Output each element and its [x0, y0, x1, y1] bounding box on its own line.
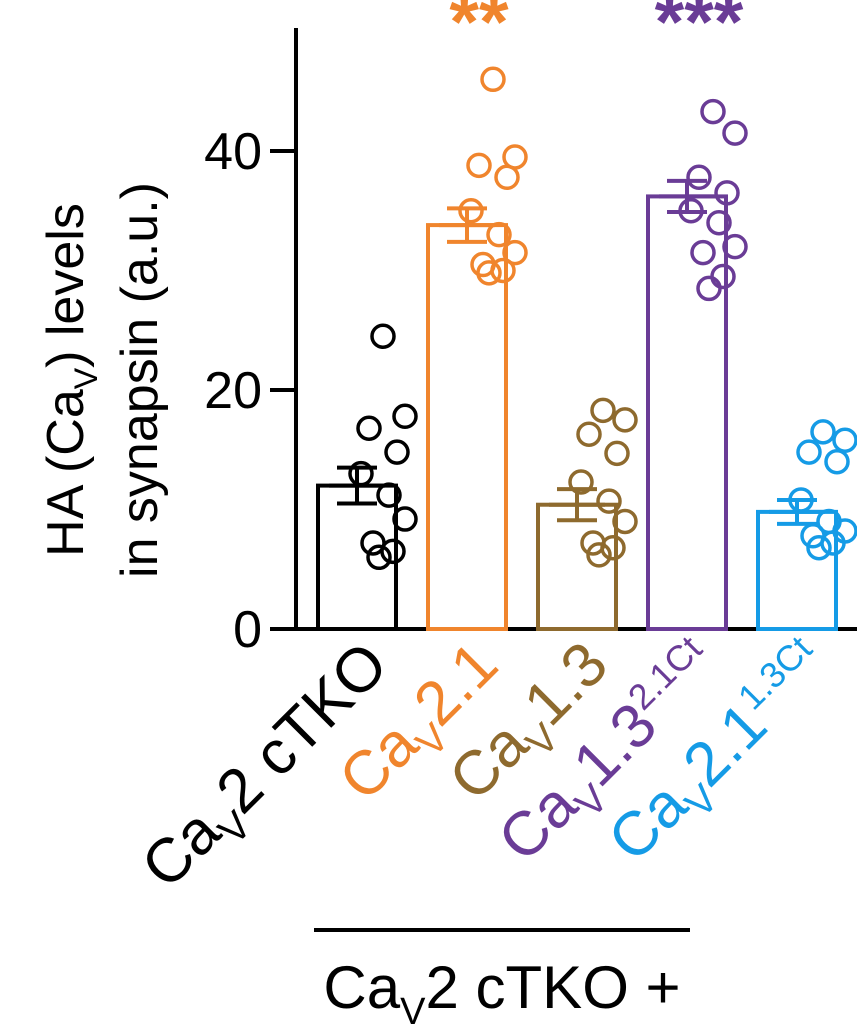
data-point-Cav2.1-1.3Ct [832, 427, 857, 453]
data-point-Cav1.3-2.1Ct [678, 198, 704, 224]
data-point-Cav2.1 [458, 198, 484, 224]
data-point-Cav1.3-2.1Ct [722, 120, 748, 146]
data-point-Cav1.3 [568, 469, 594, 495]
data-point-Cav1.3 [604, 440, 630, 467]
data-point-Cav1.3 [596, 488, 622, 514]
data-point-Cav2.1-1.3Ct [806, 534, 832, 561]
data-point-cTKO [348, 460, 374, 487]
data-point-Cav2.1-1.3Ct [824, 448, 850, 475]
data-point-Cav2.1-1.3Ct [788, 487, 814, 513]
y-axis-label-line1: HA (CaV) levels [37, 203, 104, 557]
data-point-Cav1.3-2.1Ct [696, 275, 722, 302]
y-axis-ticks: 0 20 40 [204, 123, 296, 659]
data-point-Cav1.3-2.1Ct [700, 98, 726, 125]
y-axis-label-line2: in synapsin (a.u.) [111, 182, 169, 578]
bar-Cav1.3-2.1Ct [646, 194, 728, 631]
y-tick-label: 0 [233, 601, 262, 659]
bar-series: ** *** [316, 0, 857, 632]
bar-Cav1.3 [536, 502, 618, 631]
data-point-Cav2.1 [490, 257, 516, 284]
data-point-Cav1.3 [586, 542, 612, 568]
data-point-Cav2.1-1.3Ct [820, 530, 846, 556]
data-point-cTKO [356, 415, 382, 441]
data-point-Cav2.1-1.3Ct [796, 439, 822, 465]
data-point-cTKO [392, 506, 418, 532]
data-point-cTKO [370, 323, 396, 349]
group-label: CaV2 cTKO + [323, 954, 680, 1033]
y-tick-label: 40 [204, 123, 262, 181]
data-point-Cav2.1 [502, 239, 528, 266]
data-point-Cav1.3 [612, 508, 638, 535]
data-point-Cav2.1 [480, 66, 506, 93]
y-tick-label: 20 [204, 362, 262, 420]
data-point-Cav1.3-2.1Ct [706, 209, 732, 236]
bar-Cav2.1 [426, 223, 508, 631]
data-point-Cav1.3-2.1Ct [722, 233, 748, 260]
data-point-Cav2.1 [494, 164, 520, 191]
data-point-cTKO [392, 403, 418, 430]
data-point-Cav1.3-2.1Ct [710, 263, 736, 290]
data-point-Cav1.3 [612, 407, 638, 433]
data-point-Cav1.3-2.1Ct [686, 164, 712, 191]
data-point-Cav2.1 [466, 152, 492, 179]
data-point-Cav2.1 [486, 221, 512, 248]
data-point-cTKO [380, 538, 406, 565]
data-point-cTKO [384, 439, 410, 465]
data-point-Cav1.3-2.1Ct [714, 180, 740, 206]
data-point-Cav1.3 [590, 397, 616, 424]
data-point-Cav1.3-2.1Ct [690, 239, 716, 266]
data-point-Cav2.1-1.3Ct [810, 419, 836, 445]
data-point-cTKO [376, 482, 402, 508]
data-point-Cav2.1 [476, 260, 502, 286]
data-point-Cav1.3 [576, 421, 602, 447]
significance-Cav2.1: ** [449, 0, 509, 65]
data-point-cTKO [366, 544, 392, 571]
data-point-Cav1.3 [600, 534, 626, 561]
significance-Cav1.3-2.1Ct: *** [655, 0, 744, 65]
x-axis-tick-labels: CaV2 cTKOCaV2.1CaV1.3CaV1.32.1CtCaV2.11.… [129, 628, 820, 902]
